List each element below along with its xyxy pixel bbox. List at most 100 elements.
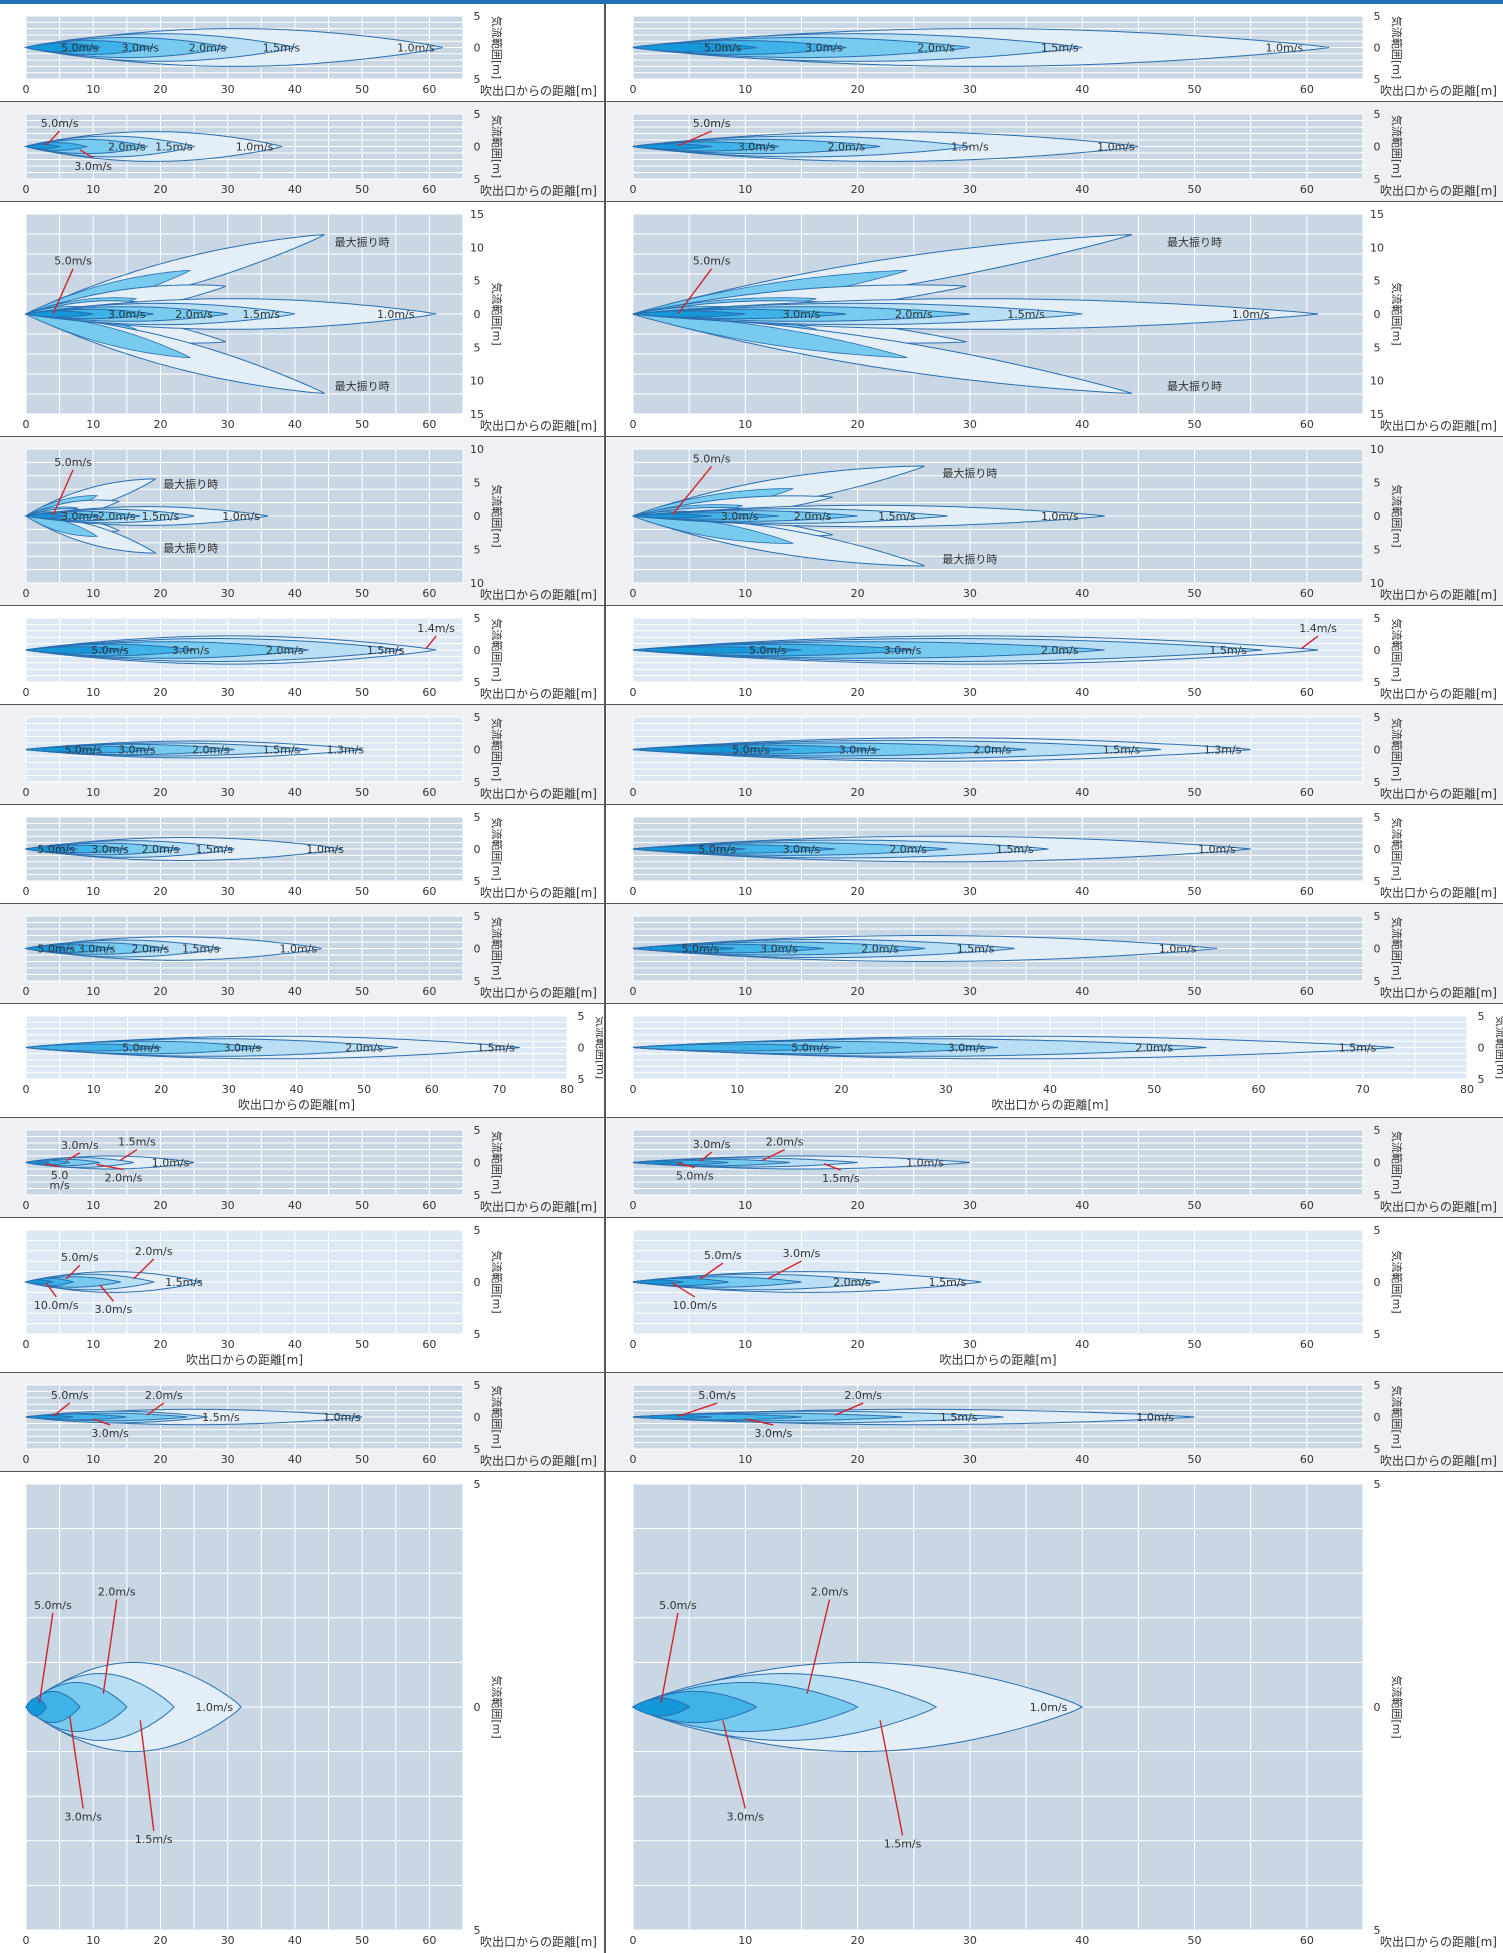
airflow-chart-12: 5.0m/s 3.0m/s 2.0m/s 1.5m/s 1.3m/s 0 10 20 30 40 5… bbox=[607, 705, 1503, 804]
velocity-contour bbox=[24, 42, 101, 53]
velocity-label: 1.5m/s bbox=[155, 141, 193, 154]
y-tick-label: 5 bbox=[1374, 811, 1381, 824]
velocity-label: 2.0m/s bbox=[895, 308, 933, 321]
velocity-labels: 5.0m/s 3.0m/s 2.0m/s 1.5m/s bbox=[791, 1042, 1376, 1055]
y-tick-label: 5 bbox=[1374, 1924, 1381, 1937]
row-separator bbox=[0, 201, 1503, 202]
y-tick-label: 5 bbox=[1374, 477, 1381, 490]
leader-label: 10.0m/s bbox=[672, 1299, 717, 1312]
leader-label: 2.0m/s bbox=[811, 1586, 849, 1599]
velocity-label: 1.0m/s bbox=[279, 943, 317, 956]
velocity-labels: 5.0m/s 3.0m/s 2.0m/s 1.5m/s bbox=[122, 1042, 515, 1055]
y-tick-labels: 5 0 5 bbox=[474, 711, 481, 789]
y-tick-label: 0 bbox=[474, 943, 481, 956]
x-tick-label: 50 bbox=[355, 786, 369, 799]
x-tick-label: 0 bbox=[23, 1199, 30, 1212]
airflow-shapes bbox=[24, 936, 322, 961]
y-tick-label: 5 bbox=[1374, 173, 1381, 186]
x-tick-label: 0 bbox=[23, 885, 30, 898]
velocity-labels: 5.0m/s 3.0m/s 2.0m/s 1.5m/s 1.4m/s bbox=[749, 622, 1337, 657]
x-tick-label: 0 bbox=[630, 985, 637, 998]
velocity-labels: 5.0m/s 3.0m/s 2.0m/s 1.5m/s 1.0m/s bbox=[37, 843, 344, 856]
x-tick-label: 60 bbox=[1252, 1083, 1266, 1096]
x-tick-label: 70 bbox=[1356, 1083, 1370, 1096]
airflow-chart-7: 3.0m/s 2.0m/s 1.5m/s 1.0m/s最大振り時最大振り時5.0m/s… bbox=[0, 437, 603, 605]
x-tick-label: 80 bbox=[560, 1083, 574, 1096]
y-tick-label: 10 bbox=[470, 241, 484, 254]
x-tick-label: 0 bbox=[630, 1338, 637, 1351]
velocity-contour bbox=[632, 746, 791, 753]
x-tick-label: 30 bbox=[963, 686, 977, 699]
y-tick-label: 10 bbox=[470, 375, 484, 388]
x-tick-labels: 0 10 20 30 40 50 60 bbox=[23, 183, 437, 196]
velocity-labels: 1.5m/s 1.0m/s 5.0m/s 2.0m/s 3.0m/s bbox=[677, 1389, 1174, 1440]
velocity-label: 最大振り時 bbox=[335, 379, 390, 393]
x-tick-label: 60 bbox=[1300, 83, 1314, 96]
airflow-shapes bbox=[24, 234, 437, 394]
leader-line bbox=[38, 1612, 54, 1703]
velocity-contour bbox=[632, 845, 746, 853]
y-axis-label: 気流範囲[m] bbox=[1494, 1016, 1503, 1079]
x-tick-label: 60 bbox=[1300, 985, 1314, 998]
x-tick-label: 40 bbox=[288, 786, 302, 799]
leader-label: 5.0m/s bbox=[61, 1251, 99, 1264]
x-tick-label: 60 bbox=[422, 1934, 436, 1947]
velocity-labels: 1.0m/s 5.0m/s 2.0m/s 3.0m/s 1.5m/s bbox=[659, 1586, 1068, 1851]
velocity-labels: 5.0m/s 3.0m/s 2.0m/s 1.5m/s 1.0m/s bbox=[61, 42, 435, 55]
leader-line bbox=[139, 1720, 155, 1831]
x-tick-label: 20 bbox=[851, 587, 865, 600]
x-tick-label: 10 bbox=[738, 1453, 752, 1466]
leader-line bbox=[146, 1402, 165, 1416]
airflow-chart-2: 5.0m/s 3.0m/s 2.0m/s 1.5m/s 1.0m/s 0 10 20 30 40 5… bbox=[607, 4, 1503, 101]
x-tick-label: 0 bbox=[630, 587, 637, 600]
x-tick-label: 0 bbox=[630, 418, 637, 431]
x-tick-label: 30 bbox=[221, 1934, 235, 1947]
x-axis-label: 吹出口からの距離[m] bbox=[480, 986, 597, 1000]
y-tick-label: 5 bbox=[1374, 1124, 1381, 1137]
velocity-label: 1.5m/s bbox=[878, 510, 916, 523]
x-axis-label: 吹出口からの距離[m] bbox=[480, 1935, 597, 1949]
y-tick-label: 0 bbox=[1374, 1157, 1381, 1170]
x-tick-label: 20 bbox=[153, 1453, 167, 1466]
x-tick-label: 0 bbox=[630, 686, 637, 699]
x-tick-label: 40 bbox=[1075, 183, 1089, 196]
x-tick-label: 30 bbox=[963, 83, 977, 96]
x-tick-label: 0 bbox=[23, 1338, 30, 1351]
x-tick-labels: 0 10 20 30 40 50 60 bbox=[23, 1453, 437, 1466]
velocity-label: 1.0m/s bbox=[1136, 1411, 1174, 1424]
x-tick-label: 10 bbox=[738, 985, 752, 998]
velocity-label: 1.0m/s bbox=[1041, 510, 1079, 523]
leader-label: 3.0m/s bbox=[61, 1139, 99, 1152]
velocity-label: 2.0m/s bbox=[98, 510, 136, 523]
leader-label: 5.0m/s bbox=[54, 255, 92, 268]
velocity-contour bbox=[25, 646, 127, 654]
y-tick-label: 5 bbox=[474, 711, 481, 724]
leader-label: 1.5m/s bbox=[884, 1837, 922, 1850]
velocity-label: 5.0m/s bbox=[37, 943, 75, 956]
leader-line bbox=[45, 1282, 57, 1298]
airflow-shapes bbox=[632, 935, 1218, 962]
x-tick-label: 40 bbox=[288, 985, 302, 998]
y-tick-label: 0 bbox=[474, 1157, 481, 1170]
leader-label: 3.0m/s bbox=[64, 1811, 102, 1824]
top-accent-bar bbox=[0, 0, 1503, 4]
x-tick-label: 40 bbox=[288, 418, 302, 431]
y-tick-label: 5 bbox=[1374, 612, 1381, 625]
y-tick-label: 5 bbox=[474, 875, 481, 888]
velocity-label: 1.0m/s bbox=[306, 843, 344, 856]
y-tick-label: 5 bbox=[1374, 711, 1381, 724]
y-tick-label: 0 bbox=[474, 1701, 481, 1714]
y-tick-label: 0 bbox=[1374, 141, 1381, 154]
leader-label: 3.0m/s bbox=[693, 1138, 731, 1151]
y-tick-label: 5 bbox=[474, 1924, 481, 1937]
velocity-label: 3.0m/s bbox=[61, 510, 99, 523]
y-axis-label: 気流範囲[m] bbox=[490, 718, 504, 781]
x-tick-label: 30 bbox=[963, 1199, 977, 1212]
leader-line bbox=[52, 1402, 71, 1417]
y-tick-labels: 15 10 5 0 5 10 15 bbox=[1370, 208, 1384, 421]
velocity-labels: 1.5m/s 5.0m/s 2.0m/s 10.0m/s 3.0m/s bbox=[34, 1245, 203, 1316]
leader-line bbox=[96, 1163, 124, 1171]
x-tick-label: 50 bbox=[1188, 686, 1202, 699]
gridlines bbox=[25, 1229, 464, 1335]
leader-label: 5.0m/s bbox=[659, 1599, 697, 1612]
